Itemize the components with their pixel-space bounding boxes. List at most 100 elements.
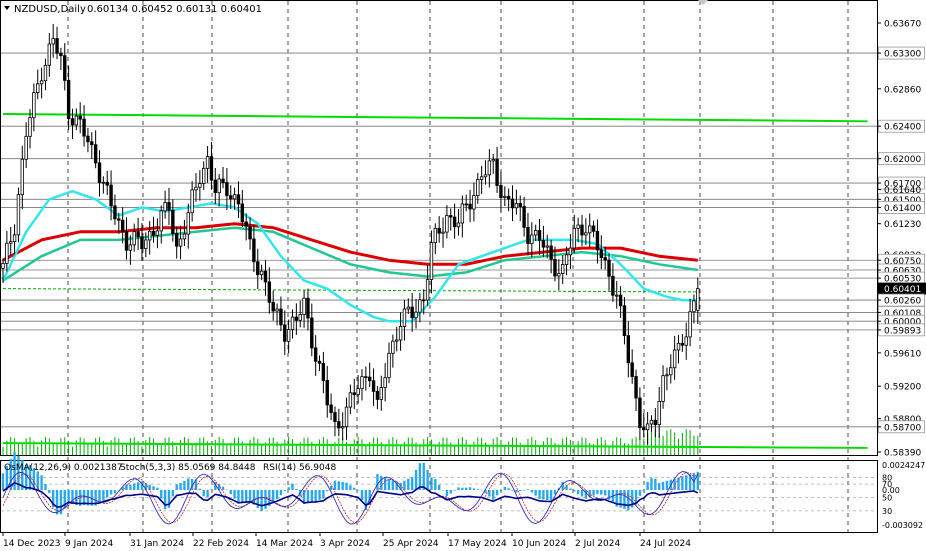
candle-body	[545, 245, 549, 248]
osma-bar	[217, 484, 221, 490]
osma-bar	[584, 490, 588, 499]
osma-bar	[318, 490, 321, 500]
rsi-line	[2, 481, 699, 508]
candle-body	[101, 181, 106, 184]
candle-body	[275, 308, 279, 312]
osma-bar	[681, 476, 684, 490]
osma-bar	[696, 471, 699, 490]
osma-bar	[210, 489, 213, 490]
osma-bar	[21, 460, 24, 490]
indicator-scale-label: 70	[882, 480, 892, 489]
candle-body	[622, 305, 627, 337]
candle-body	[267, 281, 272, 303]
price-label: 0.62860	[884, 85, 921, 95]
symbol-dropdown-icon[interactable]	[4, 6, 10, 10]
candle-body	[460, 203, 465, 224]
stoch-signal-line	[2, 472, 699, 524]
candle-body	[549, 245, 553, 260]
osma-bar	[233, 490, 236, 499]
stoch-label: Stoch(5,3,3) 85.0569 84.8448	[120, 463, 256, 473]
candle-body	[283, 324, 287, 342]
osma-bar	[627, 490, 630, 511]
osma-bar	[260, 490, 263, 512]
osma-bar	[55, 490, 59, 515]
osma-bar	[414, 469, 418, 490]
osma-bar	[175, 484, 178, 490]
osma-bar	[59, 490, 63, 515]
osma-bar	[48, 490, 51, 494]
osma-bar	[133, 483, 136, 490]
osma-bar	[221, 486, 225, 490]
candle-body	[120, 219, 125, 232]
scroll-marker-icon[interactable]	[698, 0, 708, 5]
osma-bar	[665, 480, 669, 490]
date-label: 22 Feb 2024	[193, 539, 249, 549]
candle-body	[468, 203, 472, 210]
osma-bar	[619, 490, 622, 508]
osma-bar	[495, 490, 499, 496]
osma-bar	[576, 490, 580, 495]
osma-bar	[283, 490, 286, 491]
candle-body	[418, 299, 422, 313]
osma-bar	[337, 481, 341, 490]
osma-bar	[434, 479, 437, 490]
price-label: 0.63300	[884, 50, 921, 60]
candle-body	[506, 195, 511, 200]
candle-body	[70, 118, 75, 126]
candle-body	[371, 380, 376, 392]
candle-body	[340, 426, 345, 429]
candle-body	[205, 156, 210, 169]
candle-body	[286, 329, 291, 342]
price-label: 0.61640	[884, 186, 921, 196]
candle-body	[410, 306, 414, 319]
candle-body	[178, 238, 183, 247]
candle-body	[259, 270, 264, 276]
candle-body	[360, 376, 364, 390]
candle-body	[661, 375, 665, 402]
osma-bar	[333, 480, 337, 490]
osma-bar	[403, 480, 406, 490]
candle-body	[514, 203, 519, 209]
candle-body	[557, 273, 561, 277]
candle-body	[422, 299, 426, 302]
candle-body	[151, 230, 156, 236]
candle-body	[599, 249, 603, 258]
osma-bar	[44, 484, 47, 490]
candle-body	[47, 43, 52, 66]
osma-bar	[569, 488, 572, 490]
osma-bar	[654, 478, 657, 490]
osma-bar	[430, 477, 433, 490]
candle-body	[329, 404, 333, 413]
price-label: 0.60000	[884, 318, 921, 328]
date-label: 25 Apr 2024	[383, 539, 439, 549]
osma-bar	[623, 490, 626, 509]
osma-bar	[380, 475, 383, 490]
osma-bar	[225, 489, 229, 491]
candle-body	[572, 227, 576, 249]
candle-body	[684, 336, 688, 346]
candle-body	[607, 259, 611, 277]
candle-body	[445, 215, 449, 233]
candle-body	[39, 80, 44, 85]
price-scale[interactable]: 0.63670 0.63300 0.62860 0.62400 0.62000 0.617…	[877, 20, 926, 459]
candle-body	[325, 380, 329, 406]
osma-bar	[310, 490, 313, 502]
candle-body	[414, 311, 418, 319]
osma-bar	[252, 490, 256, 505]
osma-bar	[549, 490, 553, 501]
osma-bar	[650, 478, 653, 490]
price-label: 0.60260	[884, 297, 921, 307]
candle-body	[503, 195, 507, 198]
osma-bar	[113, 490, 117, 494]
candle-body	[561, 264, 565, 274]
osma-bar	[399, 482, 402, 490]
ohlc-values: 0.60134 0.60452 0.60131 0.60401	[87, 4, 262, 15]
osma-bar	[353, 487, 356, 490]
candle-body	[452, 216, 457, 228]
candle-body	[398, 326, 403, 341]
candle-body	[611, 275, 615, 296]
osma-bar	[426, 469, 429, 490]
osma-bar	[476, 489, 479, 490]
